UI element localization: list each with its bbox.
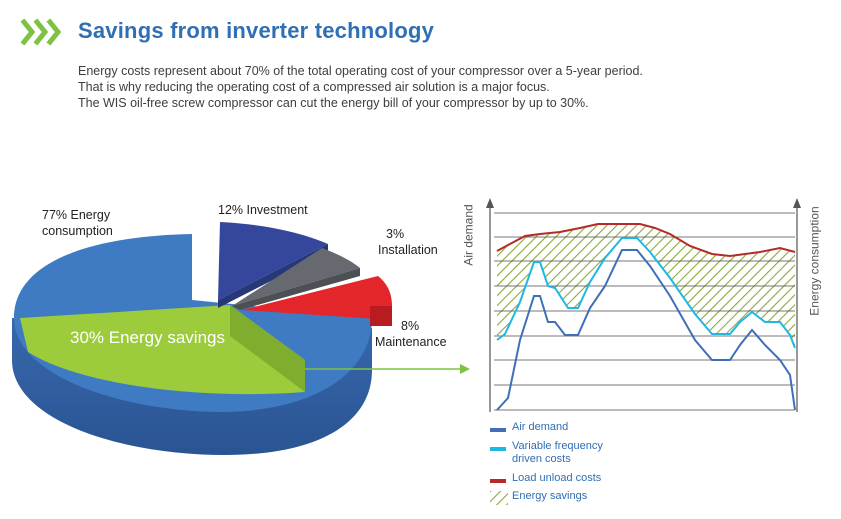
pie-chart: [12, 222, 392, 455]
legend-label-line: driven costs: [512, 453, 571, 465]
pie-slice-investment: [218, 222, 328, 300]
variable-frequency-swatch: [490, 447, 506, 451]
air-demand-line: [496, 249, 796, 411]
legend-label: Energy savings: [512, 490, 588, 502]
pie-slice-maintenance: [242, 276, 392, 320]
pie-label-installation-text: Installation: [378, 243, 438, 257]
legend-label: Load unload costs: [512, 472, 602, 484]
legend-label-line: Variable frequency: [512, 440, 603, 452]
legend-label: Variable frequency driven costs: [512, 440, 603, 466]
pie-label-maintenance-text: Maintenance: [375, 335, 447, 349]
y-left-axis-label: Air demand: [461, 204, 476, 266]
connector-arrow: [305, 364, 470, 374]
energy-savings-swatch: [490, 491, 508, 505]
load-unload-line: [496, 223, 796, 258]
pie-slice-installation: [232, 248, 360, 306]
pie-label-energy-line1: 77% Energy: [42, 208, 111, 222]
pie-label-installation-pct: 3%: [386, 227, 405, 241]
pie-slice-savings-edge: [230, 305, 305, 392]
intro-text: Energy costs represent about 70% of the …: [78, 63, 778, 111]
page-title: Savings from inverter technology: [78, 18, 435, 43]
intro-line: The WIS oil-free screw compressor can cu…: [78, 96, 589, 110]
right-axis: [793, 198, 801, 412]
line-chart: [486, 198, 801, 412]
chart-gridlines: [494, 212, 795, 411]
variable-frequency-line: [496, 237, 796, 349]
intro-line: That is why reducing the operating cost …: [78, 80, 550, 94]
air-demand-swatch: [490, 428, 506, 432]
pie-label-savings: 30% Energy savings: [70, 328, 225, 347]
legend-label: Air demand: [512, 421, 569, 433]
pie-label-energy: 77% Energy consumption: [42, 207, 113, 239]
pie-label-maintenance-pct: 8%: [401, 319, 420, 333]
pie-label-installation: 3% Installation: [378, 226, 438, 258]
pie-slice-investment-edge: [218, 244, 328, 308]
load-unload-swatch: [490, 479, 506, 483]
pie-label-energy-line2: consumption: [42, 224, 113, 238]
pie-label-maintenance: 8% Maintenance: [375, 318, 447, 350]
pie-label-investment: 12% Investment: [218, 203, 308, 217]
triple-chevron-right-icon: [20, 18, 62, 46]
intro-line: Energy costs represent about 70% of the …: [78, 64, 643, 78]
left-axis: [486, 198, 494, 412]
pie-slice-installation-edge: [232, 268, 360, 310]
y-right-axis-label: Energy consumption: [807, 206, 822, 316]
pie-slice-maintenance-edge: [370, 306, 392, 326]
